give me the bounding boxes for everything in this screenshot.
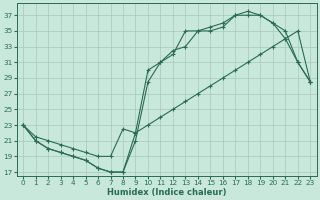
X-axis label: Humidex (Indice chaleur): Humidex (Indice chaleur)	[107, 188, 227, 197]
